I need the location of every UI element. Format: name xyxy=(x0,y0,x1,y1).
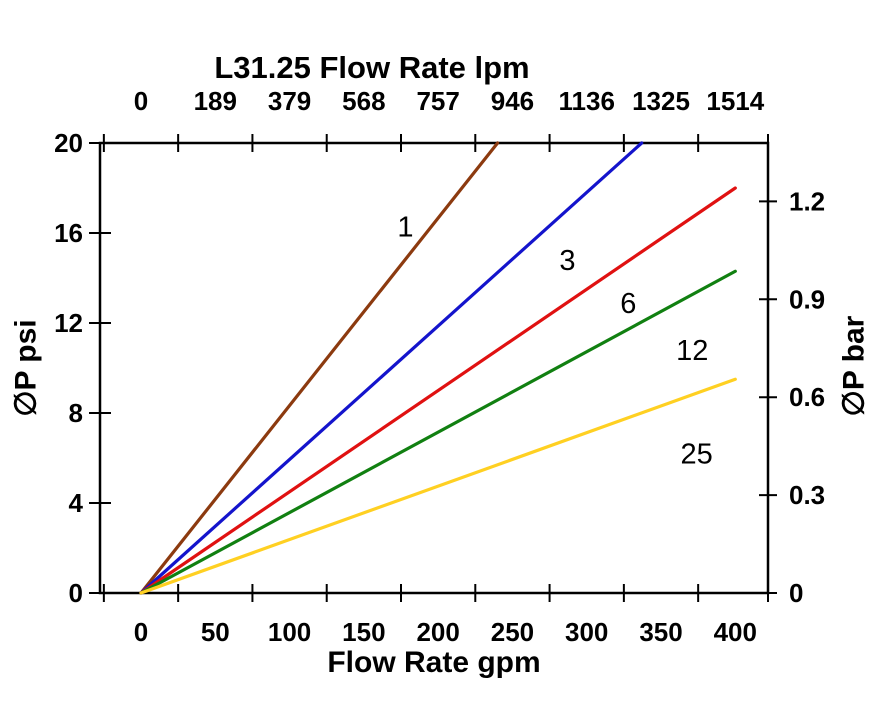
series-label-25: 25 xyxy=(681,439,713,471)
y-axis-label-left: ∅P psi xyxy=(9,319,43,417)
plot-frame xyxy=(98,141,770,595)
x-tick-label-bottom: 200 xyxy=(416,617,459,647)
x-tick-label-bottom: 400 xyxy=(714,617,757,647)
series-line-1 xyxy=(139,141,500,595)
y-axis-label-right: ∅P bar xyxy=(837,315,871,417)
y-tick-label-left: 8 xyxy=(69,398,83,428)
x-tick-label-bottom: 0 xyxy=(134,617,148,647)
x-tick-label-bottom: 50 xyxy=(201,617,230,647)
series-label-12: 12 xyxy=(676,335,708,367)
y-tick-label-right: 0.6 xyxy=(789,382,825,412)
series-label-6: 6 xyxy=(620,288,636,320)
x-tick-label-top: 568 xyxy=(342,86,385,116)
y-tick-label-right: 1.2 xyxy=(789,186,825,216)
series-label-1: 1 xyxy=(397,211,413,243)
y-tick-label-left: 0 xyxy=(69,578,83,608)
y-tick-label-right: 0.3 xyxy=(789,480,825,510)
y-tick-label-left: 20 xyxy=(54,128,83,158)
chart-title: L31.25 Flow Rate lpm xyxy=(214,50,530,85)
series-line-3 xyxy=(139,141,644,595)
x-axis-label-bottom: Flow Rate gpm xyxy=(327,646,541,679)
x-tick-label-bottom: 250 xyxy=(491,617,534,647)
x-tick-label-bottom: 300 xyxy=(565,617,608,647)
x-tick-label-top: 1325 xyxy=(632,86,690,116)
y-tick-label-right: 0 xyxy=(789,578,803,608)
y-tick-label-left: 12 xyxy=(54,308,83,338)
x-tick-label-bottom: 350 xyxy=(639,617,682,647)
y-tick-label-left: 16 xyxy=(54,218,83,248)
x-tick-label-top: 189 xyxy=(194,86,237,116)
x-tick-label-top: 757 xyxy=(416,86,459,116)
x-tick-label-top: 379 xyxy=(268,86,311,116)
x-tick-label-bottom: 150 xyxy=(342,617,385,647)
series-label-3: 3 xyxy=(559,245,575,277)
series-line-12 xyxy=(139,269,737,595)
x-tick-label-top: 1514 xyxy=(706,86,764,116)
x-tick-label-bottom: 100 xyxy=(268,617,311,647)
series-line-25 xyxy=(139,377,737,595)
y-tick-label-right: 0.9 xyxy=(789,284,825,314)
x-tick-label-top: 0 xyxy=(134,86,148,116)
y-tick-label-left: 4 xyxy=(69,488,84,518)
series-line-6 xyxy=(139,186,737,595)
x-tick-label-top: 1136 xyxy=(559,86,615,116)
x-tick-label-top: 946 xyxy=(491,86,534,116)
